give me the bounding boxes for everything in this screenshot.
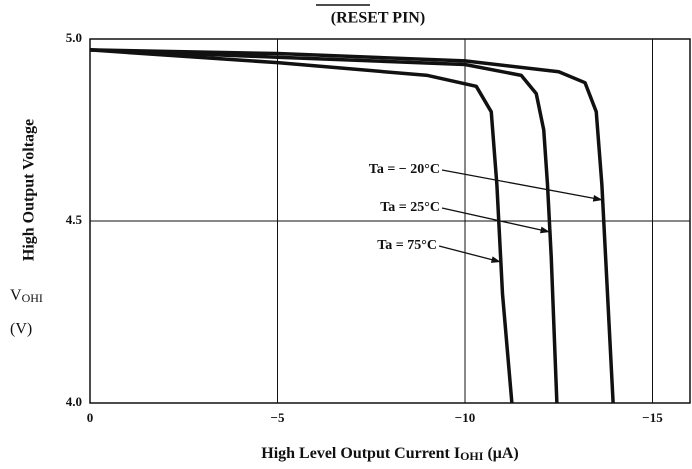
y-symbol: V bbox=[10, 287, 22, 304]
legend-label: Ta = 25°C bbox=[380, 200, 440, 215]
y-symbol-sub: OHI bbox=[22, 291, 43, 305]
line-series bbox=[89, 48, 514, 404]
arrow-line bbox=[441, 169, 595, 200]
x-label-unit: (μA) bbox=[483, 445, 518, 462]
arrow-line bbox=[441, 207, 543, 231]
arrow-head bbox=[540, 226, 550, 234]
chart-title: (RESET PIN) bbox=[331, 10, 425, 27]
x-label: High Level Output Current I bbox=[261, 445, 460, 462]
legend-label: Ta = − 20°C bbox=[369, 162, 440, 177]
x-tick-label: −5 bbox=[271, 410, 285, 425]
x-tick-label: 0 bbox=[87, 410, 94, 425]
y-tick-label: 5.0 bbox=[66, 30, 82, 45]
legend-label: Ta = 75°C bbox=[377, 238, 437, 253]
line-series bbox=[89, 48, 559, 404]
y-tick-label: 4.0 bbox=[66, 394, 82, 409]
arrow-line bbox=[438, 245, 494, 261]
y-tick-label: 4.5 bbox=[66, 212, 83, 227]
arrow-head bbox=[592, 194, 603, 202]
y-axis-symbol: VOHI bbox=[10, 287, 43, 305]
x-tick-label: −15 bbox=[642, 410, 663, 425]
x-axis-label: High Level Output Current IOHI (μA) bbox=[261, 445, 518, 463]
y-axis-unit: (V) bbox=[10, 321, 32, 338]
arrow-head bbox=[490, 256, 501, 263]
x-label-sub: OHI bbox=[460, 449, 484, 463]
y-axis-label: High Output Voltage bbox=[21, 119, 38, 261]
x-tick-label: −10 bbox=[455, 410, 475, 425]
line-series bbox=[89, 48, 615, 404]
